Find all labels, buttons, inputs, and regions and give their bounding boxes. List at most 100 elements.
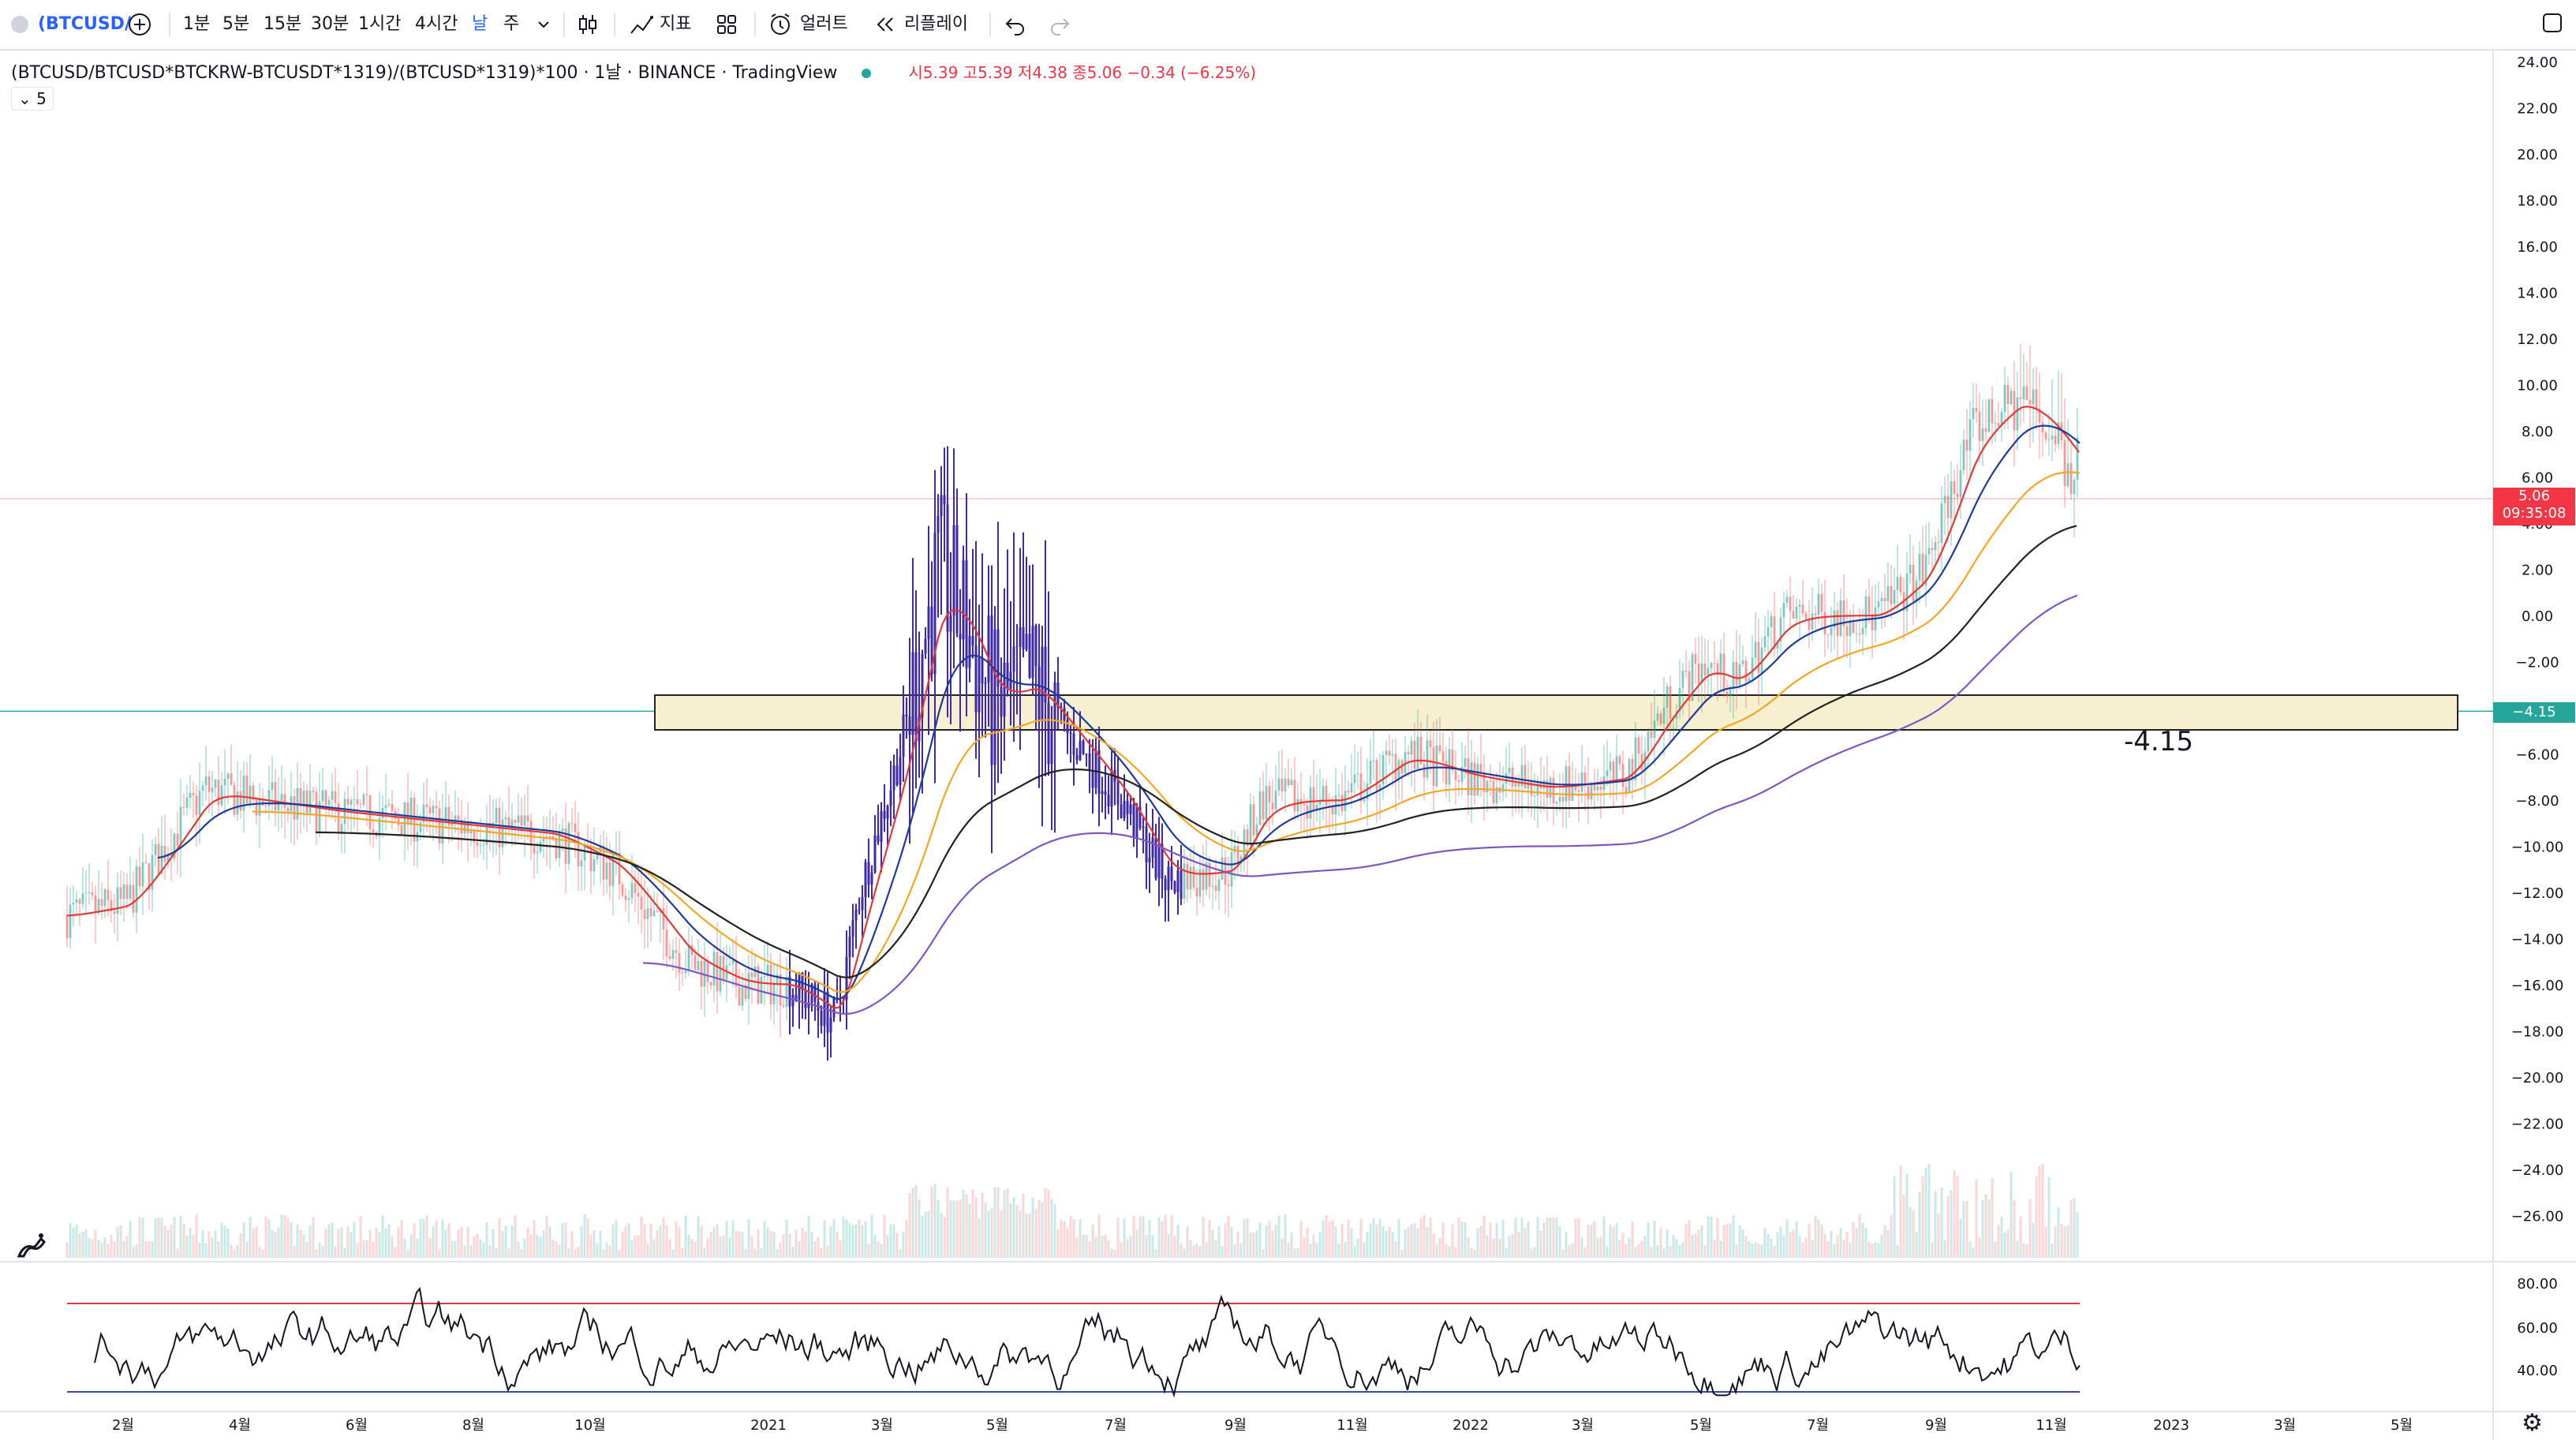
volume-bar [826,1245,829,1258]
price-candle-body [567,823,570,865]
price-candle-body [1710,663,1713,668]
price-candle-body [1849,620,1852,636]
interval-1h[interactable]: 1시간 [358,14,402,34]
candle-style-icon[interactable] [574,11,601,38]
price-candle-body [435,806,438,809]
volume-bar [1473,1249,1476,1258]
volume-bar [1104,1235,1107,1258]
legend-collapse-button[interactable]: ⌄ 5 [11,87,54,110]
price-candle-body [618,852,621,885]
volume-bar [1340,1223,1344,1258]
volume-bar [1729,1223,1732,1258]
volume-bar [1732,1215,1735,1258]
price-candle-body [921,653,924,717]
replay-button[interactable]: 리플레이 [904,14,968,34]
interval-30m[interactable]: 30분 [311,14,350,34]
price-candle-body [1435,745,1438,787]
volume-bar [1246,1217,1249,1258]
price-candle-body [1833,610,1836,628]
price-candle-body [1419,736,1423,765]
volume-bar [1874,1242,1877,1258]
price-candle-body [261,799,264,806]
price-candle-body [1650,731,1653,739]
price-candle-body [570,823,574,825]
volume-bar [1353,1246,1356,1258]
volume-bar [1028,1213,1031,1258]
price-candle-body [1631,759,1634,780]
volume-bar [643,1224,646,1258]
volume-bar [211,1236,214,1258]
price-candle-body [331,791,334,800]
price-candle-body [1255,825,1258,836]
undo-icon[interactable] [1002,11,1029,38]
volume-bar [331,1222,334,1258]
volume-bar [403,1238,406,1258]
volume-bar [97,1240,100,1258]
price-candle-body [1410,740,1413,755]
volume-bar [804,1231,807,1258]
compare-add-icon[interactable] [126,11,153,38]
price-tick-label: 6.00 [2522,470,2553,487]
volume-bar [1290,1232,1293,1258]
volume-bar [368,1229,372,1258]
alert-button[interactable]: 얼러트 [800,14,848,34]
volume-bar [984,1202,987,1258]
interval-5m[interactable]: 5분 [222,14,250,34]
volume-bar [1681,1242,1684,1258]
replay-icon[interactable] [871,11,898,38]
price-candle-body [1962,439,1965,471]
price-candle-body [1751,657,1754,679]
indicators-icon[interactable] [628,11,655,38]
price-candle-body [1479,764,1482,773]
interval-day[interactable]: 날 [472,14,488,34]
volume-bar [148,1241,151,1258]
price-candle-body [356,799,359,805]
indicators-button[interactable]: 지표 [660,14,692,34]
price-candle-body [548,836,551,838]
price-tick-label: 10.00 [2517,378,2558,395]
interval-4h[interactable]: 4시간 [415,14,458,34]
price-candle-body [1205,862,1208,890]
volume-bar [110,1234,113,1258]
volume-bar [2010,1171,2013,1258]
price-candle-body [1258,791,1262,825]
chevron-down-icon[interactable] [530,11,557,38]
alert-clock-icon[interactable] [767,11,794,38]
chevron-down-icon: ⌄ [18,89,32,108]
volume-bar [1243,1219,1246,1258]
support-zone-rect[interactable] [654,694,2458,731]
volume-bar [1435,1244,1438,1258]
fullscreen-icon[interactable] [2540,11,2564,35]
level-annotation-text: -4.15 [2124,726,2193,757]
volume-bar [1085,1234,1088,1258]
redo-icon[interactable] [1046,11,1073,38]
gear-icon[interactable]: ⚙ [2522,1409,2543,1437]
volume-bar [1662,1248,1666,1258]
price-candle-body [350,799,353,805]
symbol-search-button[interactable]: (BTCUSD/ [38,14,131,34]
volume-bar [255,1226,258,1258]
price-candle-body [937,515,940,533]
price-tick-label: −2.00 [2515,655,2559,671]
interval-week[interactable]: 주 [503,14,520,34]
volume-bar [637,1235,640,1258]
volume-bar [1287,1242,1290,1258]
symbol-logo-icon[interactable] [9,0,30,49]
volume-bar [1703,1245,1707,1258]
volume-bar [1391,1231,1394,1258]
price-candle-body [135,866,138,913]
price-candle-body [1508,767,1511,773]
price-candle-body [466,822,469,834]
interval-1m[interactable]: 1분 [183,14,211,34]
volume-bar [1994,1241,1997,1258]
price-candle-body [1239,856,1243,863]
time-tick-label: 10월 [574,1417,605,1434]
price-candle-body [1587,785,1590,800]
volume-bar [580,1225,583,1258]
volume-bar [1088,1241,1091,1258]
layout-grid-icon[interactable] [713,11,740,38]
tradingview-logo-icon[interactable] [14,1228,49,1262]
interval-15m[interactable]: 15분 [264,14,302,34]
price-candle-body [125,885,129,900]
price-candle-body [151,855,154,890]
